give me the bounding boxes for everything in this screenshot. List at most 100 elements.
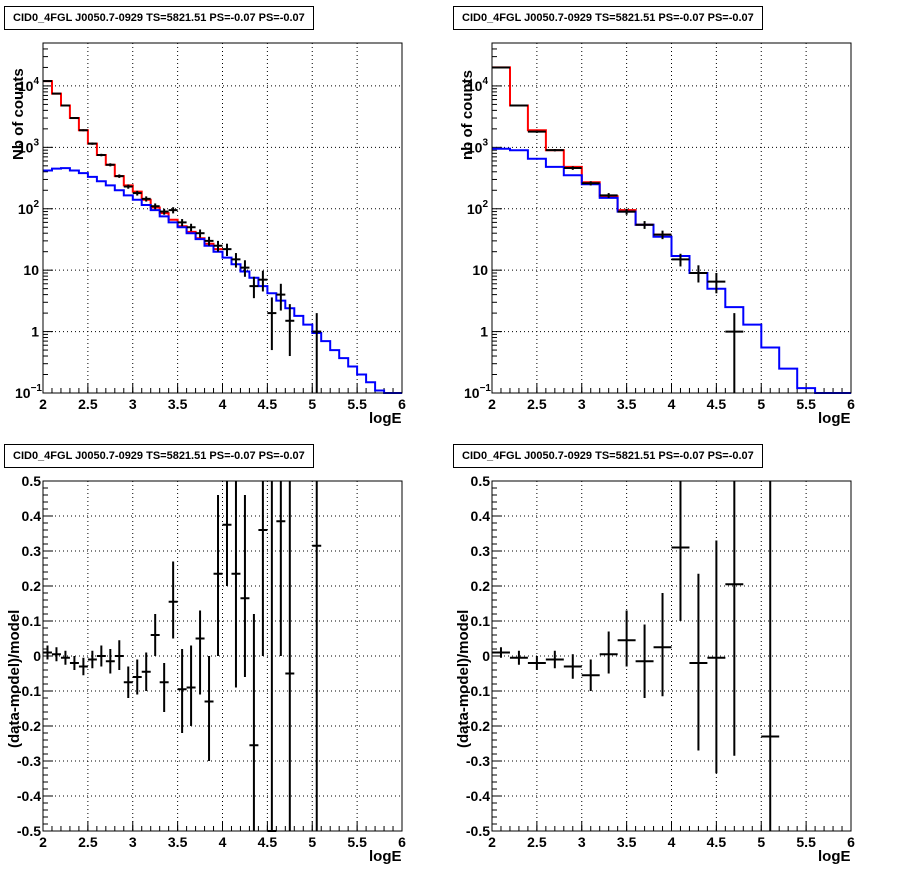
x-tick-label: 2.5 (78, 396, 98, 412)
data-point (132, 190, 142, 196)
y-tick-label: 0.1 (471, 613, 491, 629)
data-point (725, 481, 744, 756)
x-tick-label: 6 (398, 834, 406, 850)
data-point (725, 313, 744, 393)
x-tick-label: 6 (847, 396, 855, 412)
data-point (213, 495, 223, 656)
y-tick-label: 104 (467, 76, 489, 94)
data-point (231, 481, 241, 688)
chart-title: CID0_4FGL J0050.7-0929 TS=5821.51 PS=-0.… (4, 6, 314, 30)
data-point (249, 614, 259, 831)
data-point (204, 656, 214, 761)
x-tick-label: 5.5 (347, 834, 367, 850)
x-tick-label: 2.5 (78, 834, 98, 850)
data-point (186, 645, 196, 726)
data-point (60, 650, 70, 665)
data-point (509, 650, 528, 665)
data-point (599, 193, 618, 198)
data-point (312, 481, 322, 831)
data-point (132, 659, 142, 695)
data-point (563, 166, 582, 170)
data-point (123, 666, 133, 698)
data-point (635, 221, 654, 229)
data-point (761, 481, 780, 831)
y-tick-label: 0.5 (471, 473, 491, 489)
y-tick-label: 0.2 (22, 578, 42, 594)
x-tick-label: 2.5 (527, 396, 547, 412)
data-point (285, 481, 295, 831)
data-point (186, 223, 196, 232)
x-tick-label: 2 (39, 396, 47, 412)
x-tick-label: 6 (398, 396, 406, 412)
data-point (231, 253, 241, 268)
x-axis-label: logE (818, 410, 851, 427)
data-point (653, 593, 672, 697)
data-point (671, 253, 690, 267)
y-tick-label: -0.1 (17, 683, 41, 699)
x-tick-label: 3.5 (617, 396, 637, 412)
data-point (51, 647, 61, 662)
plot-frame (491, 42, 852, 394)
x-tick-label: 3.5 (168, 396, 188, 412)
data-point (312, 313, 322, 393)
data-point (509, 104, 528, 107)
data-point (177, 649, 187, 733)
y-tick-label: -0.5 (466, 823, 490, 839)
y-tick-label: 10 (23, 262, 39, 278)
chart-plot-area: 2 2.5 3 3.5 4 4.5 5 5.5 6 -0.5 -0.4 -0.3 -0.2 -0.1 0 0.… (17, 473, 406, 850)
data-point (195, 610, 205, 695)
y-tick-label: 0.3 (471, 543, 491, 559)
data-point (150, 614, 160, 656)
model-source-histogram (492, 147, 851, 394)
x-tick-label: 4 (668, 834, 676, 850)
y-tick-label: 10−1 (15, 383, 42, 401)
data-point (492, 647, 510, 658)
y-tick-label: -0.5 (17, 823, 41, 839)
data-point (123, 184, 133, 189)
data-point (258, 270, 268, 292)
data-point (43, 80, 52, 83)
data-point (240, 495, 250, 677)
data-point (141, 652, 151, 691)
model-source-histogram (43, 167, 402, 394)
data-point (276, 481, 286, 656)
data-point (285, 304, 295, 357)
data-point (617, 610, 636, 667)
y-tick-label: -0.4 (466, 788, 490, 804)
plot-frame (42, 480, 403, 832)
data-point (545, 650, 564, 669)
residuals-panel-right: CID0_4FGL J0050.7-0929 TS=5821.51 PS=-0.… (449, 438, 898, 875)
data-point (43, 645, 52, 660)
x-axis-label: logE (818, 848, 851, 865)
data-point (617, 208, 636, 215)
data-point (581, 181, 600, 186)
data-point (635, 624, 654, 698)
data-point (653, 230, 672, 240)
data-point (671, 481, 690, 621)
data-point (689, 265, 708, 283)
y-tick-label: 102 (467, 199, 489, 217)
x-tick-label: 5 (757, 834, 765, 850)
x-tick-label: 3 (578, 396, 586, 412)
x-tick-label: 3 (129, 396, 137, 412)
x-tick-label: 2 (488, 396, 496, 412)
y-tick-label: 0.4 (22, 508, 42, 524)
y-axis-label: nb of counts (459, 70, 476, 160)
y-tick-label: 0 (33, 648, 41, 664)
data-point (168, 561, 178, 639)
data-point (159, 208, 169, 215)
data-point (51, 92, 61, 95)
y-tick-label: -0.2 (466, 718, 490, 734)
y-tick-label: 103 (467, 137, 489, 155)
x-tick-label: 3 (578, 834, 586, 850)
data-point (249, 276, 259, 299)
data-point (527, 130, 546, 133)
x-tick-label: 4 (219, 834, 227, 850)
x-axis-label: logE (369, 848, 402, 865)
data-point (87, 650, 97, 669)
data-point (141, 196, 151, 202)
x-tick-label: 5 (308, 834, 316, 850)
x-tick-label: 2 (488, 834, 496, 850)
residuals-panel-left: CID0_4FGL J0050.7-0929 TS=5821.51 PS=-0.… (0, 438, 449, 875)
chart-title: CID0_4FGL J0050.7-0929 TS=5821.51 PS=-0.… (453, 444, 763, 468)
